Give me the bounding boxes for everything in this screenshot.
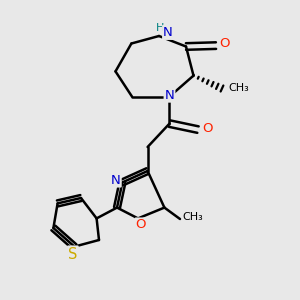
Text: O: O	[220, 37, 230, 50]
Text: CH₃: CH₃	[228, 83, 249, 93]
Text: N: N	[165, 88, 174, 102]
Text: S: S	[68, 247, 78, 262]
Text: CH₃: CH₃	[182, 212, 203, 223]
Text: H: H	[156, 22, 165, 33]
Text: N: N	[163, 26, 173, 39]
Text: O: O	[202, 122, 212, 135]
Text: N: N	[111, 173, 121, 187]
Text: O: O	[136, 218, 146, 232]
